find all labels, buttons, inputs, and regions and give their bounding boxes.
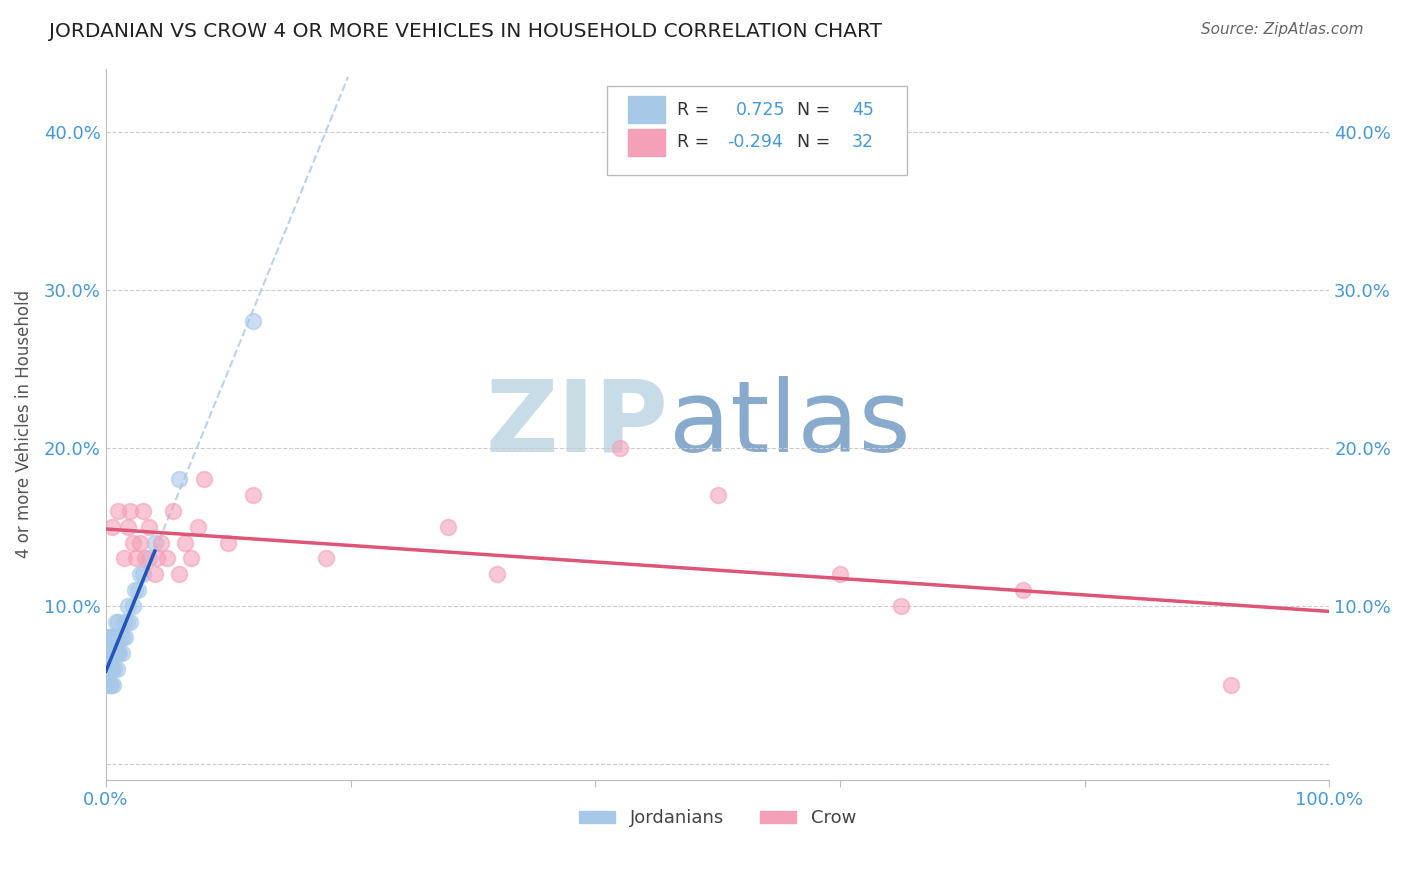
- Point: [104, 646, 127, 660]
- Point: [107, 615, 129, 629]
- Point: [149, 535, 172, 549]
- Text: Source: ZipAtlas.com: Source: ZipAtlas.com: [1201, 22, 1364, 37]
- Point: [104, 615, 127, 629]
- Point: [125, 551, 148, 566]
- Text: 32: 32: [852, 134, 875, 152]
- Point: [180, 551, 202, 566]
- Point: [105, 662, 128, 676]
- Point: [105, 631, 128, 645]
- FancyBboxPatch shape: [607, 87, 907, 175]
- Point: [156, 551, 179, 566]
- Point: [98, 631, 121, 645]
- Point: [96, 678, 118, 692]
- Point: [107, 646, 129, 660]
- Point: [129, 535, 152, 549]
- Point: [101, 646, 124, 660]
- Point: [138, 520, 160, 534]
- Point: [103, 631, 125, 645]
- Point: [98, 646, 121, 660]
- Point: [117, 520, 139, 534]
- Point: [121, 535, 143, 549]
- Point: [890, 599, 912, 613]
- Point: [98, 678, 121, 692]
- Point: [97, 662, 120, 676]
- Point: [103, 678, 125, 692]
- Point: [96, 646, 118, 660]
- Point: [124, 582, 146, 597]
- Bar: [628, 96, 665, 123]
- Point: [97, 646, 120, 660]
- Point: [117, 599, 139, 613]
- Text: N =: N =: [797, 134, 835, 152]
- Point: [107, 504, 129, 518]
- Point: [100, 646, 122, 660]
- Point: [1012, 582, 1035, 597]
- Point: [828, 567, 851, 582]
- Point: [706, 488, 728, 502]
- Point: [110, 631, 132, 645]
- Point: [187, 520, 209, 534]
- Point: [174, 535, 197, 549]
- Text: JORDANIAN VS CROW 4 OR MORE VEHICLES IN HOUSEHOLD CORRELATION CHART: JORDANIAN VS CROW 4 OR MORE VEHICLES IN …: [49, 22, 882, 41]
- Point: [112, 551, 135, 566]
- Point: [100, 678, 122, 692]
- Text: R =: R =: [678, 134, 714, 152]
- Y-axis label: 4 or more Vehicles in Household: 4 or more Vehicles in Household: [15, 290, 32, 558]
- Point: [134, 551, 156, 566]
- Point: [111, 631, 134, 645]
- Point: [115, 615, 138, 629]
- Point: [100, 662, 122, 676]
- Text: ZIP: ZIP: [485, 376, 669, 473]
- Legend: Jordanians, Crow: Jordanians, Crow: [572, 802, 863, 835]
- Point: [120, 615, 142, 629]
- Text: 0.725: 0.725: [735, 101, 786, 119]
- Point: [129, 567, 152, 582]
- Point: [114, 631, 136, 645]
- Point: [96, 631, 118, 645]
- Point: [143, 567, 166, 582]
- Point: [193, 472, 215, 486]
- Point: [131, 567, 153, 582]
- Point: [97, 662, 120, 676]
- Point: [103, 646, 125, 660]
- Point: [162, 504, 184, 518]
- Point: [609, 441, 631, 455]
- Point: [242, 488, 264, 502]
- Point: [242, 314, 264, 328]
- Text: N =: N =: [797, 101, 835, 119]
- Text: 45: 45: [852, 101, 875, 119]
- Point: [108, 646, 131, 660]
- Point: [437, 520, 460, 534]
- Bar: [628, 129, 665, 156]
- Text: -0.294: -0.294: [727, 134, 783, 152]
- Point: [103, 662, 125, 676]
- Point: [101, 631, 124, 645]
- Point: [127, 582, 149, 597]
- Point: [486, 567, 509, 582]
- Point: [146, 551, 169, 566]
- Point: [111, 646, 134, 660]
- Point: [143, 535, 166, 549]
- Point: [167, 567, 190, 582]
- Point: [1220, 678, 1243, 692]
- Point: [121, 599, 143, 613]
- Point: [101, 662, 124, 676]
- Point: [131, 504, 153, 518]
- Text: R =: R =: [678, 101, 714, 119]
- Point: [167, 472, 190, 486]
- Point: [138, 551, 160, 566]
- Point: [217, 535, 239, 549]
- Point: [120, 504, 142, 518]
- Point: [96, 662, 118, 676]
- Point: [101, 520, 124, 534]
- Point: [96, 646, 118, 660]
- Point: [315, 551, 337, 566]
- Text: atlas: atlas: [669, 376, 910, 473]
- Point: [112, 615, 135, 629]
